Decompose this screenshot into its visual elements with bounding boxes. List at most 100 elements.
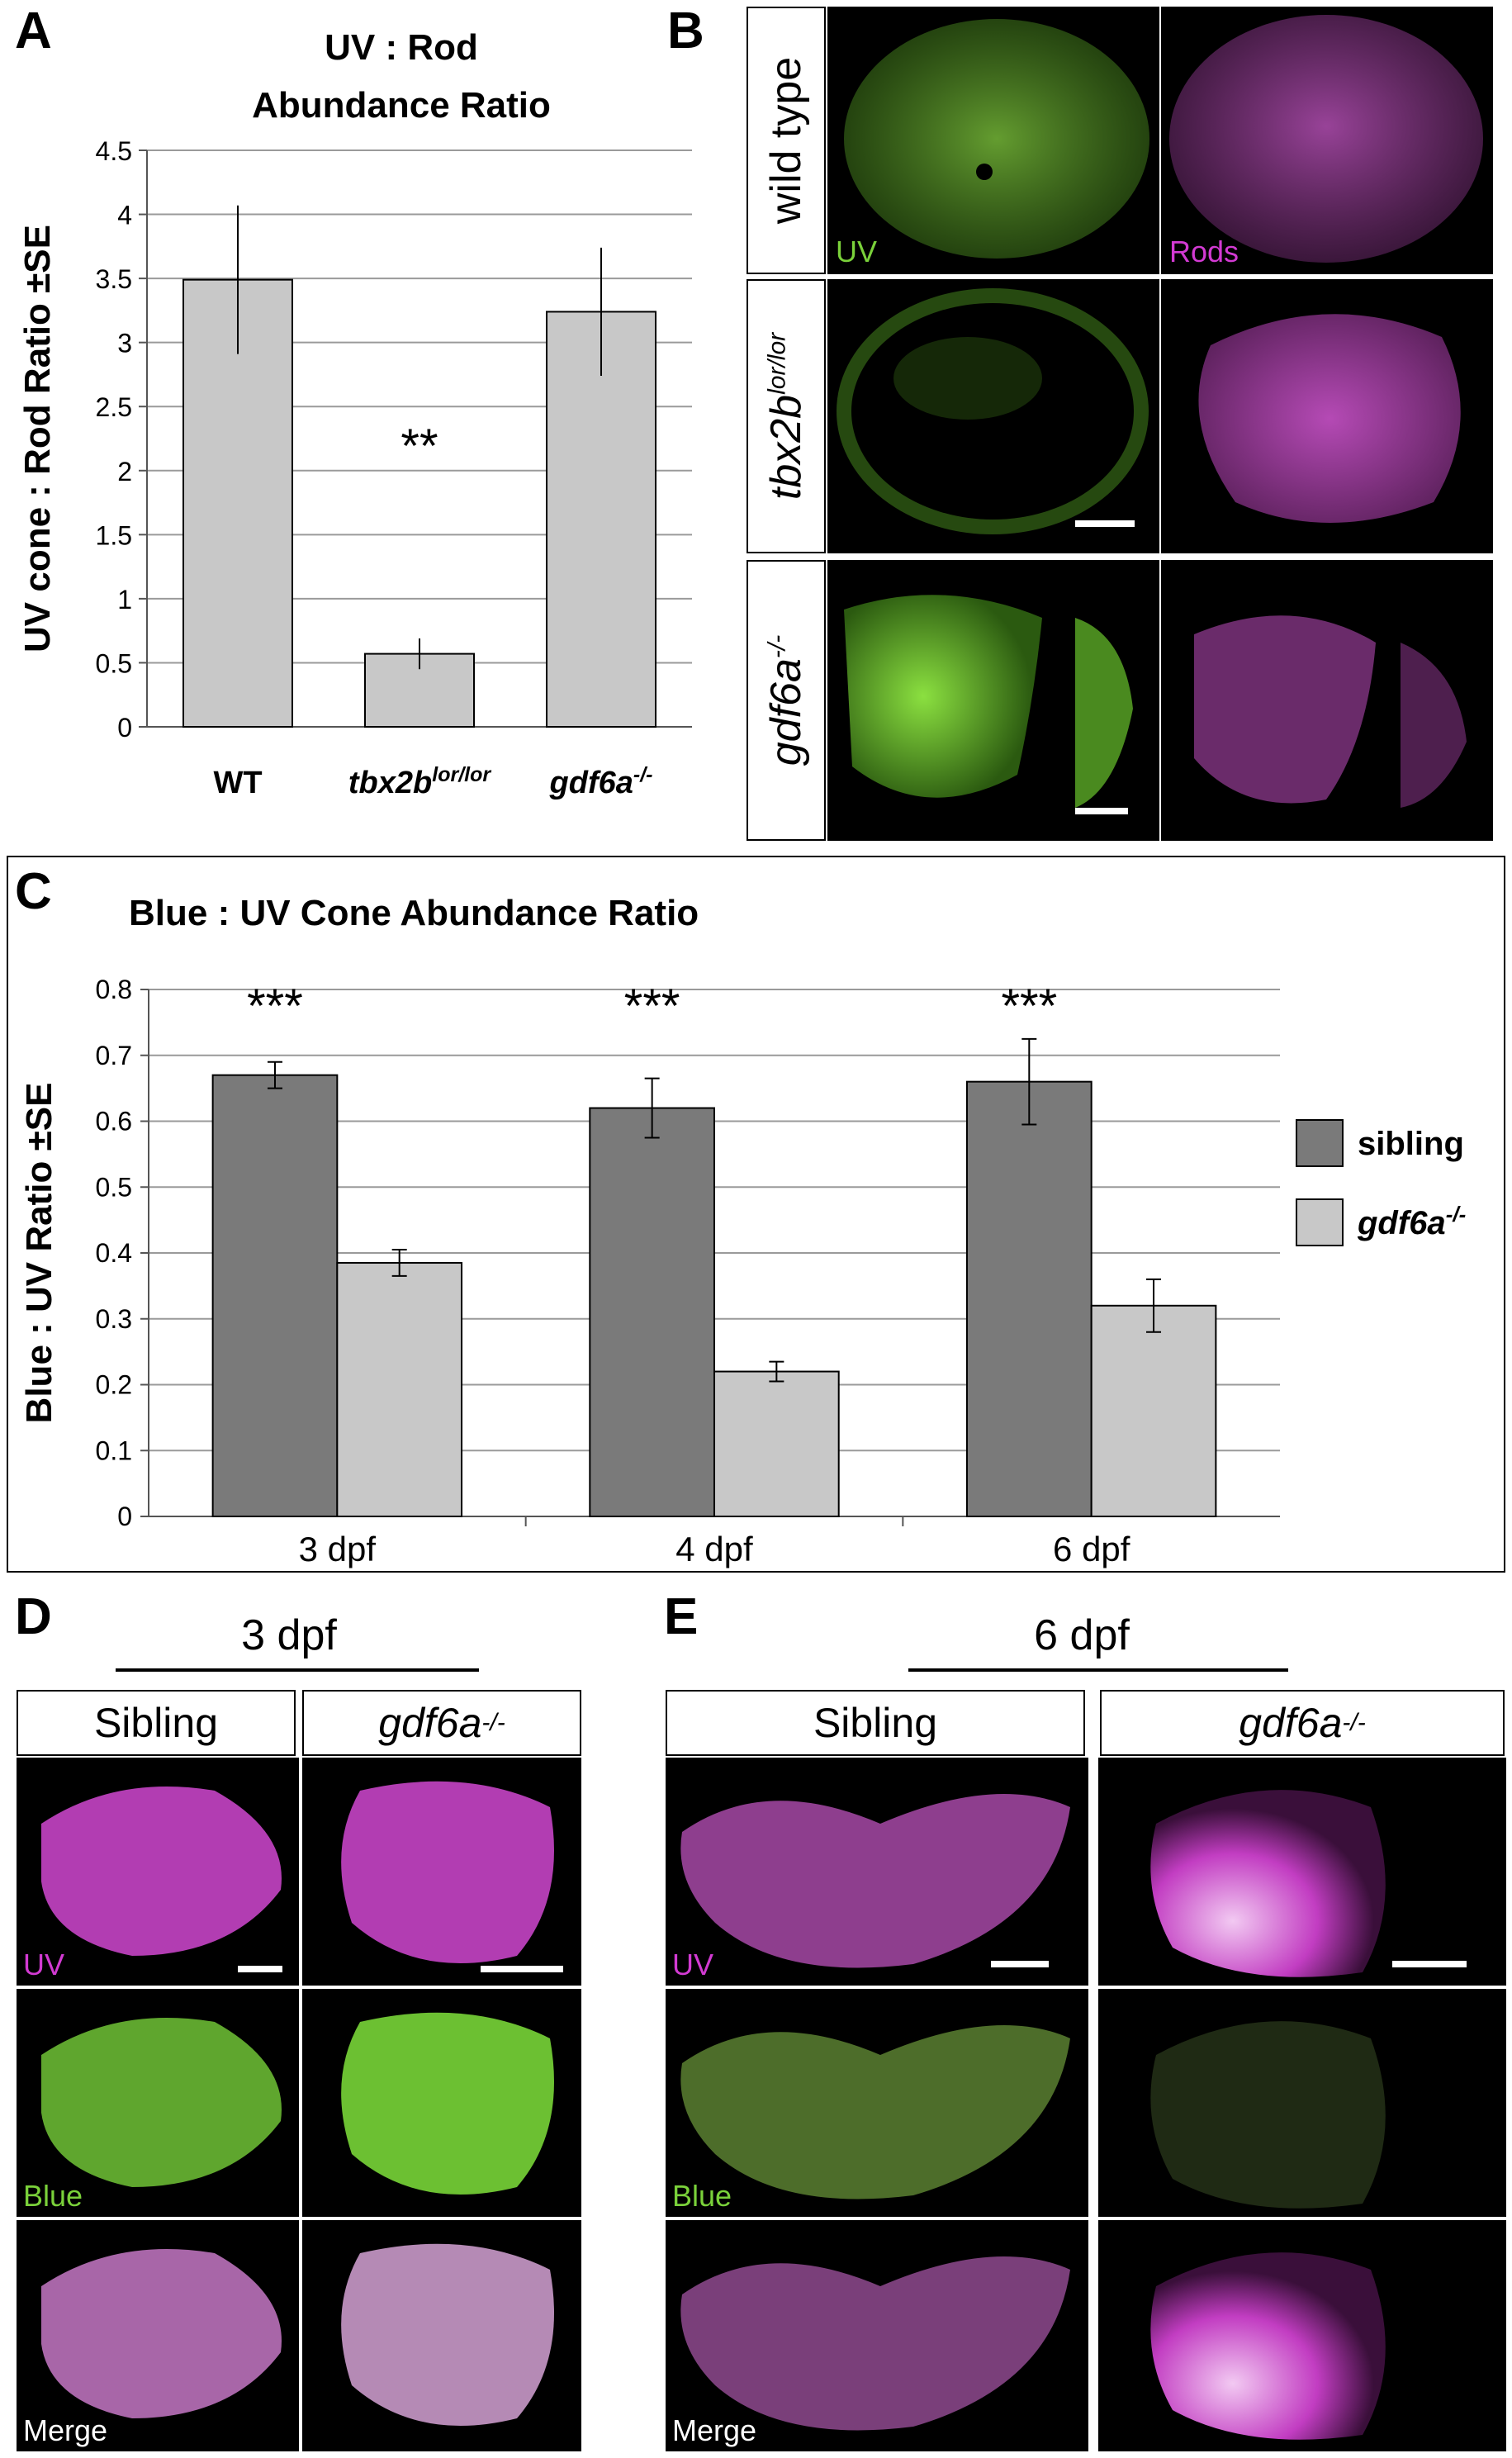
scale-bar [481, 1966, 563, 1972]
micrograph-e-sibling-merge: Merge [666, 2220, 1088, 2451]
legend-label: gdf6a-/- [1357, 1202, 1466, 1241]
bar [336, 1261, 463, 1517]
chart-title: Abundance Ratio [252, 85, 551, 126]
channel-label-rods: Rods [1169, 235, 1239, 268]
y-axis-label: Blue : UV Ratio ±SE [19, 1083, 59, 1424]
micrograph-e-mutant-uv [1098, 1758, 1506, 1986]
bar [211, 1074, 339, 1517]
scale-bar [238, 1966, 282, 1972]
micrograph-d-mutant-blue [302, 1989, 581, 2217]
micrograph-gdf6a-uv [827, 560, 1159, 841]
y-tick-label: 0.7 [96, 1041, 132, 1070]
panel-letter-b: B [667, 2, 704, 59]
y-tick-label: 1 [117, 585, 132, 614]
channel-label-merge: Merge [672, 2413, 757, 2447]
bar [589, 1107, 715, 1517]
row-label-text: wild type [762, 56, 810, 225]
y-tick-label: 3.5 [96, 264, 132, 294]
row-label-text: gdf6a-/- [762, 634, 810, 766]
scale-bar [991, 1961, 1049, 1967]
micrograph-tbx2b-uv [827, 279, 1159, 553]
chart-title: Blue : UV Cone Abundance Ratio [129, 893, 699, 933]
x-tick-label: 6 dpf [1053, 1530, 1130, 1568]
significance-marker: *** [624, 980, 680, 1033]
y-tick-label: 1.5 [96, 520, 132, 550]
y-tick-label: 4.5 [96, 136, 132, 166]
chart-title: UV : Rod [325, 27, 478, 68]
y-tick-label: 0.5 [96, 648, 132, 678]
micrograph-e-sibling-uv: UV [666, 1758, 1088, 1986]
panel-letter-a: A [15, 2, 52, 59]
channel-label-uv: UV [836, 235, 878, 268]
channel-label-blue: Blue [23, 2179, 83, 2213]
row-label-wild-type: wild type [747, 7, 826, 274]
panel-letter-c: C [15, 863, 52, 920]
y-tick-label: 0.2 [96, 1370, 132, 1400]
chart-c: Blue : UV Cone Abundance Ratio 0 0.1 0.2 0.3… [19, 893, 1466, 1568]
y-tick-label: 0.5 [96, 1172, 132, 1202]
legend-swatch [1296, 1119, 1344, 1167]
micrograph-d-mutant-uv [302, 1758, 581, 1986]
y-tick-label: 0.8 [96, 975, 132, 1004]
y-tick-label: 0.6 [96, 1107, 132, 1136]
y-tick-label: 0 [117, 713, 132, 743]
y-axis-label: UV cone : Rod Ratio ±SE [17, 225, 58, 652]
col-header-gdf6a: gdf6a -/- [1100, 1690, 1505, 1756]
y-tick-label: 0.4 [96, 1238, 132, 1268]
significance-marker: *** [1001, 980, 1057, 1033]
y-tick-label: 3 [117, 329, 132, 358]
bar [1090, 1304, 1217, 1517]
micrograph-d-sibling-uv: UV [17, 1758, 299, 1986]
micrograph-gdf6a-rods [1161, 560, 1493, 841]
y-tick-label: 0.1 [96, 1435, 132, 1465]
panel-e-title-rule [908, 1668, 1288, 1672]
channel-label-uv: UV [23, 1948, 65, 1981]
panel-e-title: 6 dpf [1034, 1611, 1130, 1659]
bar [546, 311, 656, 728]
micrograph-d-sibling-blue: Blue [17, 1989, 299, 2217]
chart-c-frame [7, 856, 1505, 1573]
significance-marker: *** [247, 980, 303, 1033]
legend-label: sibling [1358, 1126, 1464, 1162]
y-tick-label: 0 [117, 1502, 132, 1531]
col-header-sibling: Sibling [666, 1690, 1085, 1756]
col-header-sibling: Sibling [17, 1690, 296, 1756]
bar [713, 1370, 840, 1517]
micrograph-e-mutant-merge [1098, 2220, 1506, 2451]
micrograph-d-sibling-merge: Merge [17, 2220, 299, 2451]
row-label-gdf6a: gdf6a-/- [747, 560, 826, 841]
micrograph-e-sibling-blue: Blue [666, 1989, 1088, 2217]
x-tick-label: tbx2blor/lor [348, 763, 491, 800]
row-label-text: tbx2blor/lor [762, 332, 810, 501]
y-tick-label: 2 [117, 457, 132, 486]
row-label-tbx2b: tbx2blor/lor [747, 279, 826, 553]
panel-letter-e: E [664, 1588, 699, 1645]
legend-swatch [1296, 1198, 1344, 1246]
y-tick-label: 2.5 [96, 392, 132, 422]
micrograph-tbx2b-rods [1161, 279, 1493, 553]
y-tick-label: 4 [117, 201, 132, 230]
bar [965, 1080, 1093, 1517]
channel-label-merge: Merge [23, 2413, 108, 2447]
significance-marker: ** [401, 420, 438, 473]
micrograph-wt-rods: Rods [1161, 7, 1493, 274]
x-tick-label: gdf6a-/- [549, 763, 653, 800]
x-tick-label: 4 dpf [675, 1530, 753, 1568]
x-tick-label: WT [213, 766, 262, 800]
panel-d-title-rule [116, 1668, 479, 1672]
panel-d-title: 3 dpf [241, 1611, 337, 1659]
micrograph-e-mutant-blue [1098, 1989, 1506, 2217]
col-header-gdf6a: gdf6a -/- [302, 1690, 581, 1756]
scale-bar [1075, 520, 1135, 527]
y-tick-label: 0.3 [96, 1304, 132, 1334]
micrograph-wt-uv: UV [827, 7, 1159, 274]
scale-bar [1392, 1961, 1467, 1967]
micrograph-d-mutant-merge [302, 2220, 581, 2451]
channel-label-blue: Blue [672, 2179, 732, 2213]
panel-letter-d: D [15, 1588, 52, 1645]
x-tick-label: 3 dpf [299, 1530, 377, 1568]
channel-label-uv: UV [672, 1948, 714, 1981]
chart-a: UV : Rod Abundance Ratio 0 0.5 1 1.5 2 2.5 3 3.5 4… [17, 27, 692, 800]
scale-bar [1075, 808, 1128, 814]
